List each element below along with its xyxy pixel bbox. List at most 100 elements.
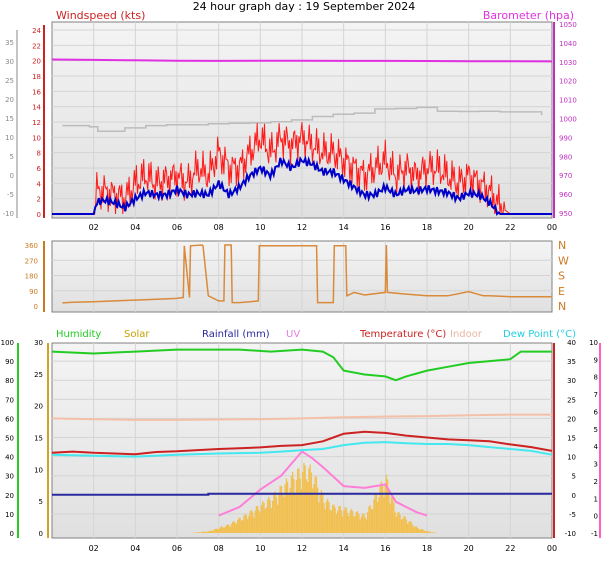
wind-left-inner-tick-0: 0 <box>37 211 41 219</box>
solar-bar <box>399 514 401 533</box>
temp-left-outer-tick-100: 100 <box>1 339 14 347</box>
solar-bar <box>232 521 234 533</box>
wind-left-inner-tick-8: 8 <box>37 150 41 158</box>
temp-right-outer-tick-35: 35 <box>567 358 576 366</box>
solar-bar <box>262 501 264 533</box>
temp-right-outer-tick-25: 25 <box>567 396 576 404</box>
solar-bar <box>284 484 286 533</box>
solar-bar <box>345 508 348 533</box>
humidity-line <box>51 348 552 382</box>
solar-bar <box>278 492 280 533</box>
wind-left-outer-tick-20: 20 <box>5 96 14 104</box>
solar-bar <box>224 526 226 533</box>
solar-bar <box>412 525 414 533</box>
solar-bar <box>418 529 420 533</box>
solar-bar <box>220 526 222 533</box>
solar-bar <box>362 513 364 533</box>
solar-bar <box>305 479 308 533</box>
solar-bar <box>409 521 411 533</box>
wind-left-outer-tick--10: -10 <box>3 210 14 218</box>
solar-bar <box>200 532 202 533</box>
gray-series-line <box>62 106 543 133</box>
solar-bar <box>413 527 415 533</box>
wind-left-inner-tick-18: 18 <box>32 73 41 81</box>
solar-bar <box>417 527 419 533</box>
wind-avg-line <box>52 155 552 216</box>
wind-left-outer-tick-25: 25 <box>5 77 14 85</box>
solar-bar <box>424 531 426 533</box>
temp-left-inner-tick-20: 20 <box>34 403 43 411</box>
solar-bar <box>243 515 245 533</box>
dir-left-tick-90: 90 <box>29 288 38 296</box>
solar-bar <box>422 529 424 533</box>
solar-bar <box>198 532 200 533</box>
solar-bar <box>434 532 436 533</box>
temp-x-tick-18: 18 <box>422 544 432 553</box>
solar-bar <box>397 512 399 533</box>
solar-bar <box>403 516 405 533</box>
solar-bar <box>354 516 356 533</box>
solar-bar <box>275 496 278 533</box>
solar-bar <box>299 478 301 533</box>
solar-bar <box>208 531 210 533</box>
solar-bar <box>253 517 255 533</box>
solar-bar <box>315 477 318 533</box>
temp-left-outer-tick-80: 80 <box>5 377 14 385</box>
baro-line <box>51 58 553 63</box>
solar-bar <box>265 507 268 533</box>
temp-right-outer-tick-40: 40 <box>567 339 576 347</box>
wind-left-outer-tick-35: 35 <box>5 39 14 47</box>
solar-bar <box>247 519 249 533</box>
solar-bar <box>225 525 227 533</box>
solar-bar <box>430 532 433 533</box>
legend-item-1: Solar <box>124 329 150 340</box>
wind-left-outer-tick-30: 30 <box>5 58 14 66</box>
solar-bar <box>324 508 326 533</box>
temp-x-tick-00: 00 <box>547 544 557 553</box>
solar-bar <box>370 508 373 533</box>
solar-bar <box>255 506 258 533</box>
solar-bar <box>320 490 323 533</box>
solar-bar <box>388 492 390 533</box>
solar-bar <box>367 512 369 533</box>
solar-bar <box>230 524 232 533</box>
solar-bar <box>244 513 246 533</box>
solar-bar <box>240 520 242 533</box>
solar-bar <box>398 511 400 533</box>
solar-bar <box>268 496 270 533</box>
wind-x-tick-12: 12 <box>297 223 307 232</box>
temp-left-inner-tick-30: 30 <box>34 339 43 347</box>
solar-bar <box>383 497 385 533</box>
wind-left-outer-tick-15: 15 <box>5 115 14 123</box>
solar-bar <box>217 529 219 533</box>
temp-x-tick-06: 06 <box>172 544 182 553</box>
wind-left-outer-tick--5: -5 <box>7 191 14 199</box>
legend-item-4: Temperature (°C) <box>359 329 446 340</box>
solar-bar <box>242 519 244 533</box>
temp-x-tick-10: 10 <box>255 544 265 553</box>
solar-bar <box>429 531 431 533</box>
uv-right-tick-4: 4 <box>594 443 599 451</box>
solar-bar <box>400 519 403 533</box>
solar-bar <box>419 529 421 533</box>
solar-bar <box>365 519 368 533</box>
temp-left-inner-tick-5: 5 <box>39 498 43 506</box>
solar-bar <box>307 482 309 533</box>
solar-bar <box>347 513 349 533</box>
wind-left-outer-tick-5: 5 <box>10 153 14 161</box>
solar-bar <box>318 502 320 533</box>
solar-bar <box>222 526 224 533</box>
solar-bar <box>304 465 306 533</box>
temp-x-tick-08: 08 <box>214 544 224 553</box>
solar-bar <box>360 516 363 533</box>
dir-right-label-0: N <box>558 300 566 313</box>
solar-bar <box>290 475 293 533</box>
baro-right-tick-980: 980 <box>559 153 572 161</box>
wind-x-tick-18: 18 <box>422 223 432 232</box>
solar-bar <box>297 468 299 533</box>
solar-bar <box>377 502 379 533</box>
solar-bar <box>379 486 381 533</box>
dir-left-tick-360: 360 <box>25 242 38 250</box>
baro-right-tick-960: 960 <box>559 191 572 199</box>
uv-right-tick-0: 0 <box>594 513 598 521</box>
